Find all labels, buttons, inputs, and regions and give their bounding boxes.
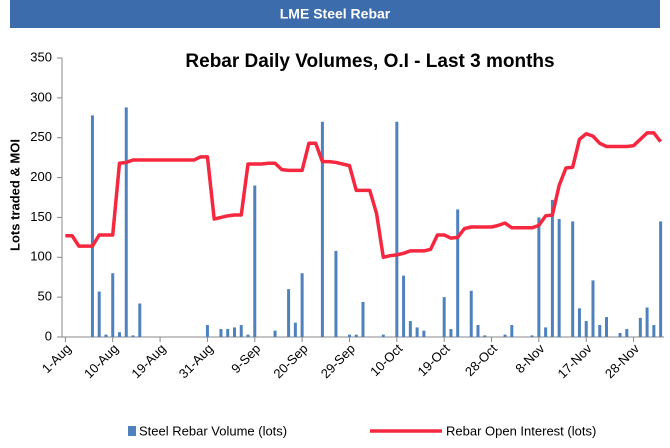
bar — [483, 335, 487, 337]
legend-label: Steel Rebar Volume (lots) — [139, 423, 287, 438]
x-tick-label: 19-Oct — [415, 341, 453, 379]
y-tick-label: 250 — [30, 129, 52, 144]
x-tick-label: 9-Sep — [228, 341, 263, 376]
bar — [361, 301, 365, 337]
bar — [415, 327, 419, 337]
bar — [530, 335, 534, 337]
y-tick-label: 100 — [30, 249, 52, 264]
header-title: LME Steel Rebar — [280, 6, 391, 22]
y-tick-label: 50 — [38, 289, 52, 304]
bar — [124, 107, 128, 338]
bar — [232, 327, 236, 337]
bar — [293, 322, 297, 337]
bar — [510, 325, 514, 337]
x-tick-label: 20-Sep — [270, 341, 310, 381]
x-tick-label: 28-Oct — [462, 341, 500, 379]
bar — [577, 308, 581, 337]
bar — [205, 325, 209, 337]
bar — [625, 329, 629, 337]
bar — [476, 325, 480, 337]
bar — [557, 219, 561, 337]
bar — [402, 275, 406, 337]
y-tick-label: 150 — [30, 209, 52, 224]
bar — [226, 329, 230, 337]
bar — [605, 317, 609, 337]
bar — [131, 335, 135, 337]
y-tick-label: 350 — [30, 49, 52, 64]
y-axis-label: Lots traded & MOI — [7, 139, 22, 251]
bar — [273, 330, 277, 337]
bar — [97, 291, 101, 337]
bar — [320, 121, 324, 338]
bar — [591, 280, 595, 337]
bar — [503, 334, 507, 337]
bar — [219, 329, 223, 337]
bar — [300, 273, 304, 337]
line — [65, 131, 663, 260]
x-tick-label: 31-Aug — [176, 341, 216, 381]
bar — [253, 185, 257, 337]
bar — [111, 273, 115, 337]
bar — [645, 307, 649, 337]
bar — [334, 250, 338, 337]
x-tick-label: 1-Aug — [39, 341, 74, 376]
bar — [395, 121, 399, 338]
y-tick-label: 0 — [45, 328, 52, 343]
legend-swatch — [128, 426, 136, 436]
bar — [381, 334, 385, 337]
bar — [544, 327, 548, 337]
x-tick-label: 8-Nov — [512, 341, 547, 376]
bar — [537, 217, 541, 337]
bar — [584, 321, 588, 337]
bar — [659, 221, 663, 337]
bar — [618, 333, 622, 337]
chart-title: Rebar Daily Volumes, O.I - Last 3 months — [185, 51, 554, 72]
bar — [442, 297, 446, 337]
bar — [422, 330, 426, 337]
bar — [239, 325, 243, 337]
bar — [449, 329, 453, 337]
bar — [117, 332, 121, 337]
bar — [598, 325, 602, 337]
bar — [408, 321, 412, 337]
bar — [104, 334, 108, 337]
y-tick-label: 300 — [30, 89, 52, 104]
bar — [456, 209, 460, 337]
legend-label: Rebar Open Interest (lots) — [446, 423, 596, 438]
bar — [354, 334, 358, 337]
bar — [347, 334, 351, 337]
x-tick-label: 29-Sep — [318, 341, 358, 381]
x-tick-label: 10-Aug — [81, 341, 121, 381]
bar — [138, 303, 142, 337]
bar — [550, 199, 554, 337]
bar — [246, 334, 250, 337]
bar — [571, 221, 575, 337]
x-tick-label: 19-Aug — [128, 341, 168, 381]
bar — [469, 290, 473, 337]
header-bar — [10, 0, 660, 28]
bar — [90, 115, 94, 337]
bar — [287, 289, 291, 337]
bar — [652, 325, 656, 337]
x-tick-label: 17-Nov — [555, 341, 596, 382]
bar — [638, 317, 642, 337]
x-tick-label: 28-Nov — [602, 341, 643, 382]
y-tick-label: 200 — [30, 169, 52, 184]
x-tick-label: 10-Oct — [367, 341, 405, 379]
